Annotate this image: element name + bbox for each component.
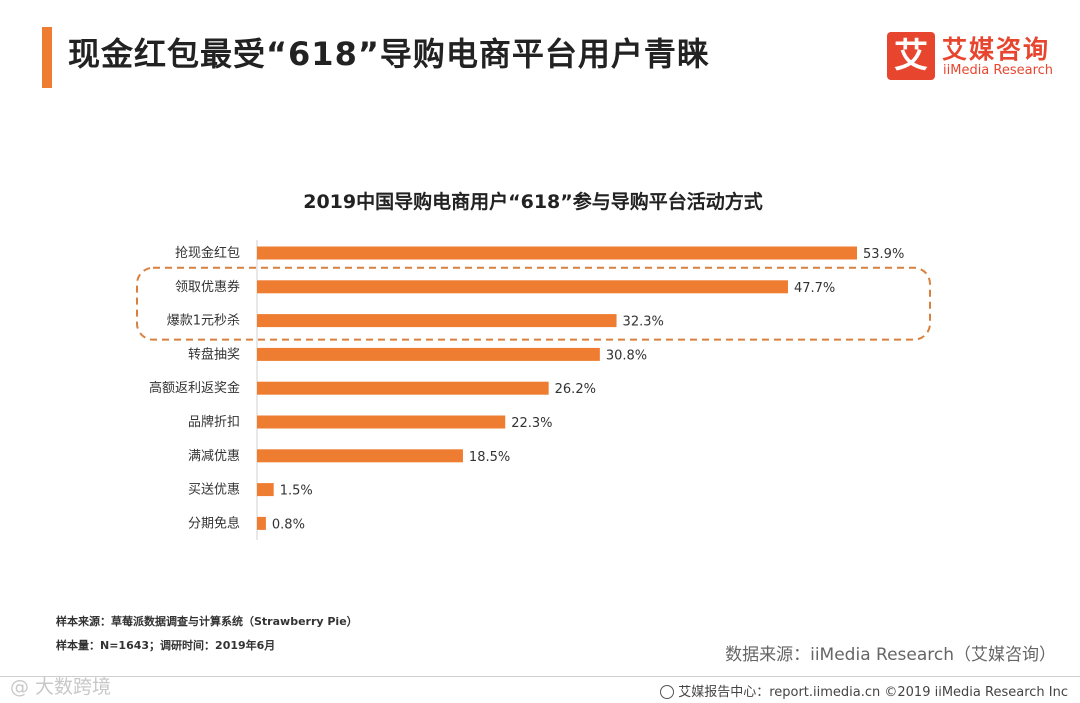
- bar: [257, 415, 506, 429]
- data-label: 47.7%: [794, 281, 835, 296]
- category-label: 分期免息: [188, 515, 240, 531]
- iimedia-logo: 艾 艾媒咨询 iiMedia Research: [887, 30, 1057, 82]
- sample-source-note: 样本来源：草莓派数据调查与计算系统（Strawberry Pie）: [56, 615, 358, 628]
- data-label: 18.5%: [469, 450, 510, 465]
- data-label: 26.2%: [555, 382, 596, 397]
- data-label: 1.5%: [280, 484, 313, 499]
- category-label: 高额返利返奖金: [149, 380, 240, 396]
- data-label: 32.3%: [623, 315, 664, 330]
- footer-divider: [0, 676, 1080, 677]
- bar: [257, 483, 274, 497]
- data-label: 0.8%: [272, 517, 305, 532]
- page-title: 现金红包最受“618”导购电商平台用户青睐: [68, 35, 710, 73]
- data-label: 30.8%: [606, 348, 647, 363]
- data-source: 数据来源：iiMedia Research（艾媒咨询）: [725, 645, 1056, 665]
- category-label: 满减优惠: [188, 449, 240, 464]
- bar: [257, 516, 266, 530]
- bar: [257, 347, 600, 361]
- data-label: 22.3%: [511, 416, 552, 431]
- category-label: 买送优惠: [188, 483, 240, 498]
- category-label: 领取优惠券: [175, 279, 240, 295]
- bar: [257, 314, 617, 328]
- category-label: 品牌折扣: [188, 414, 240, 430]
- logo-mark-icon: 艾: [887, 32, 935, 80]
- logo-name-en: iiMedia Research: [943, 63, 1054, 78]
- report-center: 艾媒报告中心：report.iimedia.cn ©2019 iiMedia R…: [660, 681, 1068, 700]
- title-accent-bar: [42, 27, 52, 88]
- category-label: 爆款1元秒杀: [167, 314, 240, 329]
- bar: [257, 381, 549, 395]
- sample-size-note: 样本量：N=1643；调研时间：2019年6月: [56, 639, 276, 652]
- report-center-text: 艾媒报告中心：report.iimedia.cn ©2019 iiMedia R…: [678, 685, 1068, 700]
- bar: [257, 449, 463, 463]
- bar: [257, 280, 788, 294]
- category-label: 抢现金红包: [175, 245, 240, 261]
- watermark: @ 大数跨境: [10, 676, 112, 698]
- highlight-box: [136, 266, 931, 341]
- bar: [257, 246, 857, 260]
- data-label: 53.9%: [863, 247, 904, 262]
- chart-title: 2019中国导购电商用户“618”参与导购平台活动方式: [303, 190, 763, 213]
- category-label: 转盘抽奖: [188, 346, 240, 362]
- logo-name-cn: 艾媒咨询: [942, 35, 1051, 64]
- globe-icon: [660, 685, 675, 699]
